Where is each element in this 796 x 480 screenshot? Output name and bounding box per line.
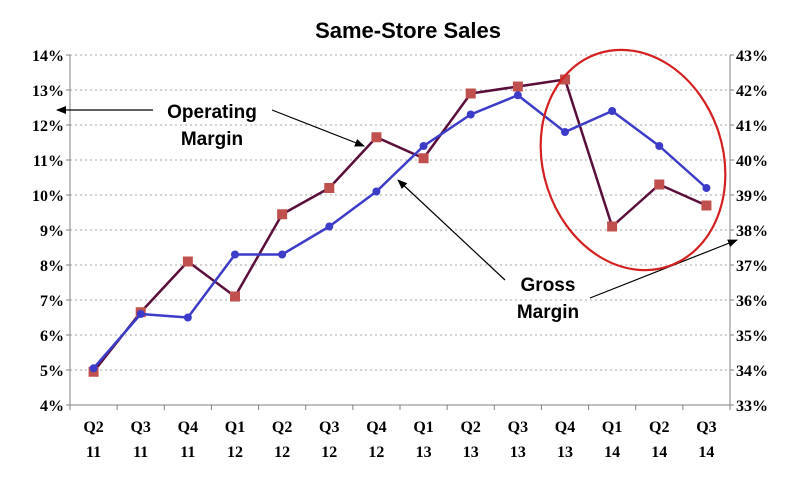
operating-margin-point	[230, 291, 240, 302]
x-tick-label-year: 13	[463, 444, 479, 461]
operating-margin-point	[371, 132, 382, 143]
x-tick-label-quarter: Q4	[555, 419, 575, 436]
gross-margin-point	[372, 187, 381, 196]
x-tick-label-quarter: Q1	[413, 419, 433, 436]
right-tick-label: 33%	[736, 398, 768, 415]
x-tick-label-year: 14	[604, 444, 620, 461]
right-tick-label: 37%	[736, 258, 768, 275]
gross-margin-label-line1: Gross	[521, 275, 576, 296]
gross-margin-point	[513, 91, 522, 100]
gross-margin-point	[419, 142, 428, 150]
axes	[66, 54, 734, 410]
left-tick-label: 11%	[33, 153, 64, 170]
x-tick-label-quarter: Q1	[602, 419, 622, 436]
annotations: Operating Margin Gross Margin	[56, 48, 738, 323]
left-tick-label: 6%	[40, 328, 64, 345]
x-tick-label-year: 13	[416, 444, 432, 461]
x-tick-label-year: 12	[368, 444, 384, 461]
operating-margin-point	[701, 200, 712, 211]
operating-margin-label-line1: Operating	[167, 102, 257, 123]
operating-margin-point	[418, 153, 429, 164]
series	[88, 74, 712, 377]
right-tick-label: 34%	[736, 363, 768, 380]
x-tick-label-year: 13	[557, 444, 573, 461]
left-tick-label: 7%	[40, 293, 64, 310]
x-tick-label-quarter: Q3	[319, 419, 339, 436]
gross-margin-line	[92, 94, 708, 370]
left-tick-label: 8%	[40, 258, 64, 275]
operating-margin-point	[277, 209, 288, 220]
gross-margin-point	[655, 142, 664, 150]
left-tick-label: 9%	[40, 223, 64, 240]
operating-margin-point	[607, 221, 618, 232]
gross-margin-point	[608, 107, 617, 115]
x-tick-label-quarter: Q2	[83, 419, 103, 436]
right-tick-label: 40%	[736, 153, 768, 170]
x-axis-ticks: Q2 11 Q3 11 Q4 11 Q1 12 Q2 12 Q3 12 Q4 12 Q1 13 Q2 13 Q3 13…	[83, 419, 716, 461]
gross-margin-label-line2: Margin	[517, 302, 579, 323]
x-tick-label-year: 14	[698, 444, 714, 461]
right-y-axis-ticks: 33% 34% 35% 36% 37% 38% 39% 40% 41% 42% 43%	[736, 48, 768, 415]
right-tick-label: 35%	[736, 328, 768, 345]
operating-margin-arrow-to-line	[271, 109, 365, 147]
x-tick-label-year: 12	[321, 444, 337, 461]
x-tick-label-quarter: Q2	[649, 419, 669, 436]
x-tick-label-year: 13	[510, 444, 526, 461]
left-tick-label: 12%	[32, 118, 64, 135]
right-tick-label: 39%	[736, 188, 768, 205]
gross-margin-arrow-to-right-axis	[589, 239, 738, 299]
gross-margin-point	[466, 110, 475, 119]
gross-margin-point	[89, 364, 98, 373]
operating-margin-point	[560, 74, 570, 85]
x-tick-label-quarter: Q2	[460, 419, 480, 436]
left-tick-label: 5%	[40, 363, 64, 380]
right-tick-label: 38%	[736, 223, 768, 240]
left-tick-label: 10%	[32, 188, 64, 205]
left-y-axis-ticks: 4% 5% 6% 7% 8% 9% 10% 11% 12% 13% 14%	[32, 48, 64, 415]
right-tick-label: 36%	[736, 293, 768, 310]
operating-margin-point	[465, 88, 476, 99]
x-tick-label-year: 11	[180, 444, 195, 461]
gross-margin-point	[325, 222, 334, 231]
x-tick-label-quarter: Q3	[696, 419, 716, 436]
x-tick-label-year: 12	[274, 444, 290, 461]
chart-title: Same-Store Sales	[315, 18, 501, 43]
operating-margin-line	[92, 78, 707, 373]
highlight-ellipse	[539, 48, 727, 272]
gross-margin-point	[183, 313, 192, 322]
operating-margin-point	[182, 256, 193, 267]
gross-margin-point	[561, 128, 569, 136]
gross-margin-point	[231, 250, 239, 259]
x-tick-label-quarter: Q1	[225, 419, 245, 436]
x-tick-label-year: 14	[651, 444, 667, 461]
x-tick-label-quarter: Q4	[366, 419, 386, 436]
x-tick-label-quarter: Q2	[272, 419, 292, 436]
x-tick-label-year: 11	[86, 444, 101, 461]
gridlines	[70, 54, 730, 371]
left-tick-label: 4%	[40, 398, 64, 415]
right-tick-label: 41%	[736, 118, 768, 135]
left-tick-label: 14%	[32, 48, 64, 65]
x-tick-label-year: 12	[227, 444, 243, 461]
operating-margin-point	[512, 81, 523, 92]
operating-margin-point	[324, 183, 335, 193]
operating-margin-label-line2: Margin	[181, 129, 243, 150]
x-tick-label-quarter: Q4	[178, 419, 198, 436]
left-tick-label: 13%	[32, 83, 64, 100]
gross-margin-point	[278, 250, 287, 259]
right-tick-label: 42%	[736, 83, 768, 100]
x-tick-label-quarter: Q3	[508, 419, 528, 436]
x-tick-label-year: 11	[133, 444, 148, 461]
gross-margin-point	[136, 310, 145, 318]
gross-margin-arrow-to-line	[397, 179, 506, 281]
gross-margin-point	[702, 184, 711, 192]
operating-margin-point	[654, 179, 665, 190]
right-tick-label: 43%	[736, 48, 768, 65]
x-tick-label-quarter: Q3	[130, 419, 150, 436]
